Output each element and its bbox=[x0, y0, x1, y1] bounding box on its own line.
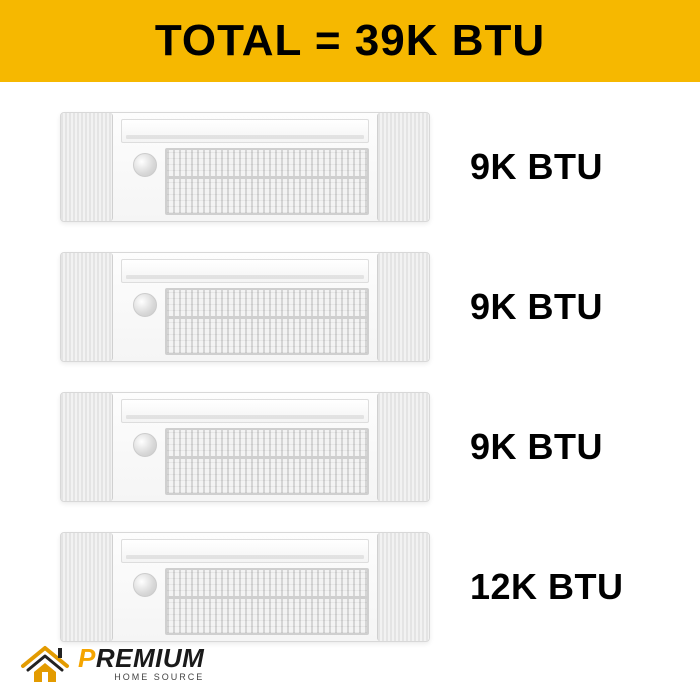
unit-center-panel: MRCOOL bbox=[113, 253, 377, 361]
unit-row: MRCOOL 9K BTU bbox=[60, 252, 660, 362]
btu-label: 9K BTU bbox=[470, 286, 603, 328]
total-header-text: TOTAL = 39K BTU bbox=[155, 16, 545, 66]
unit-row: MRCOOL 12K BTU bbox=[60, 532, 660, 642]
unit-side-vent-left bbox=[61, 533, 113, 641]
unit-center-panel: MRCOOL bbox=[113, 533, 377, 641]
unit-side-vent-left bbox=[61, 393, 113, 501]
logo-word-prefix: P bbox=[78, 643, 96, 673]
total-header: TOTAL = 39K BTU bbox=[0, 0, 700, 82]
ac-unit: MRCOOL bbox=[60, 532, 430, 642]
btu-label: 9K BTU bbox=[470, 426, 603, 468]
logo-subtitle: HOME SOURCE bbox=[78, 673, 204, 682]
logo-text: PREMIUM HOME SOURCE bbox=[78, 645, 204, 682]
unit-side-vent-left bbox=[61, 113, 113, 221]
unit-grille bbox=[165, 288, 369, 355]
unit-side-vent-left bbox=[61, 253, 113, 361]
unit-top-slat bbox=[121, 119, 369, 143]
logo-word-rest: REMIUM bbox=[96, 643, 204, 673]
unit-sensor-icon bbox=[133, 153, 157, 177]
unit-side-vent-right bbox=[377, 533, 429, 641]
unit-center-panel: MRCOOL bbox=[113, 393, 377, 501]
btu-label: 9K BTU bbox=[470, 146, 603, 188]
ac-unit: MRCOOL bbox=[60, 392, 430, 502]
units-container: MRCOOL 9K BTU MRCOOL 9K BTU MRCO bbox=[0, 82, 700, 642]
unit-sensor-icon bbox=[133, 433, 157, 457]
logo-word: PREMIUM bbox=[78, 645, 204, 671]
unit-row: MRCOOL 9K BTU bbox=[60, 112, 660, 222]
unit-top-slat bbox=[121, 399, 369, 423]
unit-sensor-icon bbox=[133, 293, 157, 317]
ac-unit: MRCOOL bbox=[60, 252, 430, 362]
unit-center-panel: MRCOOL bbox=[113, 113, 377, 221]
ac-unit: MRCOOL bbox=[60, 112, 430, 222]
unit-side-vent-right bbox=[377, 393, 429, 501]
house-icon bbox=[20, 642, 70, 684]
unit-sensor-icon bbox=[133, 573, 157, 597]
unit-grille bbox=[165, 568, 369, 635]
brand-logo: PREMIUM HOME SOURCE bbox=[20, 642, 204, 684]
unit-side-vent-right bbox=[377, 113, 429, 221]
unit-grille bbox=[165, 148, 369, 215]
btu-label: 12K BTU bbox=[470, 566, 624, 608]
unit-grille bbox=[165, 428, 369, 495]
unit-side-vent-right bbox=[377, 253, 429, 361]
unit-row: MRCOOL 9K BTU bbox=[60, 392, 660, 502]
unit-top-slat bbox=[121, 259, 369, 283]
unit-top-slat bbox=[121, 539, 369, 563]
